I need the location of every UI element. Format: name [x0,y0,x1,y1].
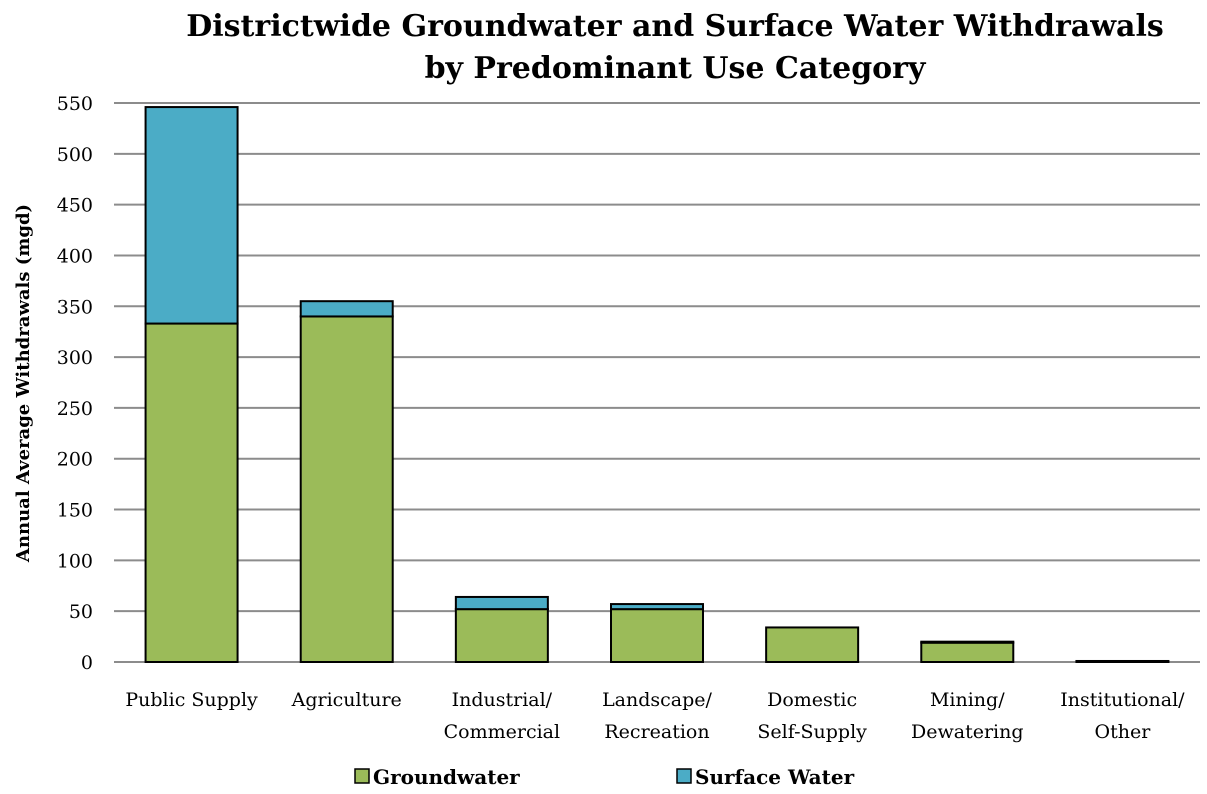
x-category-label: Self-Supply [757,721,867,743]
legend: Groundwater Surface Water [354,765,855,789]
bar-segment-surface-water [454,595,549,611]
bar-segment-surface-water [610,603,704,611]
legend-label-surface-water: Surface Water [695,765,855,789]
x-category-label: Recreation [604,721,709,743]
y-tick-label: 350 [57,296,93,318]
x-category-label: Domestic [767,689,857,711]
chart-title: Districtwide Groundwater and Surface Wat… [186,9,1164,86]
y-axis-ticks: 0 50 100 150 200 250 300 350 400 450 500 550 [57,93,93,674]
x-category-label: Mining/ [930,689,1005,711]
y-tick-label: 150 [57,500,93,522]
bar-segment-groundwater [454,608,549,664]
bar-segment-surface-water [144,106,239,325]
y-tick-label: 550 [57,93,93,115]
x-category-label: Landscape/ [602,689,712,711]
legend-label-groundwater: Groundwater [373,765,520,789]
bar-segment-groundwater [144,322,239,663]
bar-segment-groundwater [920,641,1015,663]
legend-swatch-groundwater [354,768,370,784]
x-category-label: Public Supply [125,689,258,711]
bar-segment-groundwater [765,626,860,664]
chart-title-line-1: Districtwide Groundwater and Surface Wat… [186,9,1164,44]
x-category-label: Industrial/ [452,689,553,711]
x-category-label: Institutional/ [1060,689,1185,711]
bar-segment-groundwater [299,315,394,663]
x-category-label: Other [1095,721,1152,743]
y-tick-label: 400 [57,245,93,267]
bar-segment-groundwater [1075,659,1170,664]
y-tick-label: 0 [81,652,93,674]
chart-title-line-2: by Predominant Use Category [425,51,927,86]
gridlines [114,102,1200,663]
x-category-label: Dewatering [911,721,1024,743]
y-tick-label: 200 [57,449,93,471]
y-tick-label: 50 [69,601,93,623]
y-tick-label: 450 [57,195,93,217]
bars [144,106,1170,664]
x-axis-categories: Public Supply Agriculture Industrial/Comme… [125,689,1185,743]
x-category-label: Agriculture [291,689,402,711]
y-axis-label: Annual Average Withdrawals (mgd) [13,204,34,563]
bar-segment-surface-water [920,640,1015,644]
y-tick-label: 100 [57,550,93,572]
bar-segment-surface-water [299,300,394,318]
y-tick-label: 300 [57,347,93,369]
y-tick-label: 250 [57,398,93,420]
bar-segment-groundwater [610,608,704,664]
x-category-label: Commercial [444,721,560,743]
legend-swatch-surface-water [676,768,692,784]
y-tick-label: 500 [57,144,93,166]
